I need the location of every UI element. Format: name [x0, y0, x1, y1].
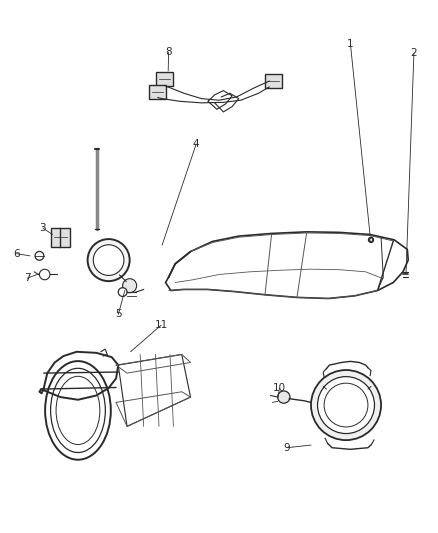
Circle shape [324, 383, 368, 427]
FancyBboxPatch shape [156, 72, 173, 86]
FancyBboxPatch shape [149, 85, 166, 99]
Text: 6: 6 [13, 249, 20, 259]
Polygon shape [118, 354, 191, 426]
Ellipse shape [56, 376, 100, 445]
Circle shape [39, 269, 50, 280]
Circle shape [278, 391, 290, 403]
Circle shape [368, 237, 374, 243]
Text: 11: 11 [155, 320, 168, 330]
Text: 10: 10 [273, 383, 286, 393]
FancyBboxPatch shape [51, 228, 70, 247]
Text: 3: 3 [39, 223, 46, 233]
Circle shape [88, 239, 130, 281]
Text: 8: 8 [165, 47, 172, 57]
Circle shape [118, 288, 127, 296]
Circle shape [35, 252, 44, 260]
Text: 2: 2 [410, 49, 417, 58]
Text: 5: 5 [115, 310, 122, 319]
Circle shape [318, 377, 374, 433]
Text: 4: 4 [193, 139, 200, 149]
Text: 9: 9 [283, 443, 290, 453]
Circle shape [311, 370, 381, 440]
FancyBboxPatch shape [265, 74, 282, 88]
Text: 1: 1 [347, 39, 354, 49]
Circle shape [93, 245, 124, 276]
Text: 7: 7 [24, 273, 31, 283]
Ellipse shape [45, 361, 111, 459]
Circle shape [123, 279, 137, 293]
Ellipse shape [50, 368, 105, 453]
